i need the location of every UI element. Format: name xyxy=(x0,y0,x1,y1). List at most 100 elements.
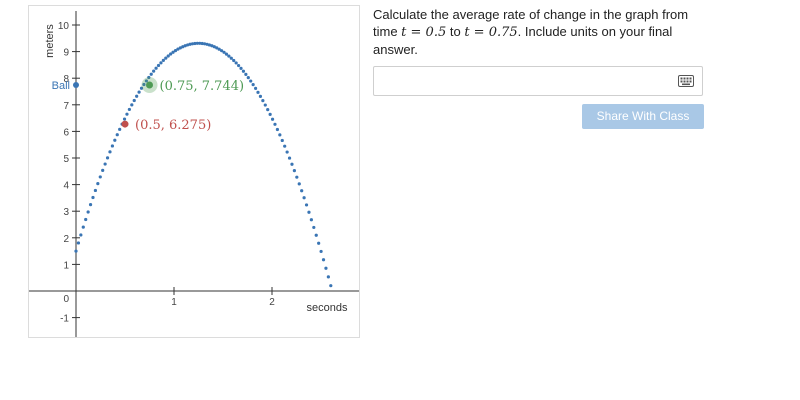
ball-slider-handle xyxy=(73,82,79,89)
curve-dot xyxy=(79,233,83,237)
curve-dot xyxy=(173,49,178,53)
x-axis-label: seconds xyxy=(307,302,348,314)
y-tick-label: 7 xyxy=(63,101,69,112)
curve-dot xyxy=(253,86,258,90)
curve-dot xyxy=(190,42,195,46)
curve-dot xyxy=(287,156,292,160)
curve-dot xyxy=(270,117,275,121)
curve-dot xyxy=(215,46,219,50)
answer-input[interactable] xyxy=(373,66,703,96)
curve-dot xyxy=(263,103,267,107)
curve-dot xyxy=(154,66,158,70)
curve-dot xyxy=(132,98,136,103)
curve-dot xyxy=(125,112,129,116)
curve-dot xyxy=(171,50,175,54)
curve-dot xyxy=(278,133,282,137)
curve-dot xyxy=(122,117,127,121)
curve-dot xyxy=(88,203,93,207)
curve-dot xyxy=(309,218,313,222)
curve-dot xyxy=(261,99,265,103)
curve-dot xyxy=(115,133,119,137)
curve-dot xyxy=(321,258,326,262)
curve-dot xyxy=(292,169,296,173)
curve-dot xyxy=(314,233,318,237)
question-text-1: Calculate the average rate of change in … xyxy=(373,7,689,39)
x-tick-label: 1 xyxy=(171,297,177,308)
curve-dot xyxy=(244,72,248,76)
curve-dot xyxy=(169,52,173,56)
curve-dot xyxy=(178,46,182,50)
y-tick-label: 5 xyxy=(63,154,69,165)
curve-dot xyxy=(266,108,270,112)
keyboard-icon[interactable] xyxy=(674,72,698,90)
curve-dot xyxy=(149,72,153,76)
curve-dot xyxy=(93,188,98,193)
curve-dot xyxy=(273,122,277,126)
curve-dot xyxy=(81,225,85,229)
curve-dot xyxy=(205,42,209,46)
curve-dot xyxy=(300,189,304,193)
curve-dot xyxy=(312,225,316,230)
curve-dot xyxy=(297,182,301,186)
curve-dot xyxy=(224,52,229,56)
curve-dot xyxy=(118,127,122,131)
y-tick-label: 6 xyxy=(63,127,69,138)
point-a xyxy=(121,120,129,128)
curve-dot xyxy=(326,275,330,279)
curve-dot xyxy=(113,138,117,142)
y-tick-label: 10 xyxy=(58,21,70,32)
point-b xyxy=(146,81,153,89)
curve-dot xyxy=(144,79,148,83)
curve-dot xyxy=(304,203,309,207)
curve-dot xyxy=(222,50,226,54)
curve-dot xyxy=(139,86,144,90)
curve-dot xyxy=(127,107,131,112)
curve-dot xyxy=(103,162,107,166)
curve-dot xyxy=(186,43,190,47)
curve-dot xyxy=(234,61,238,65)
curve-dot xyxy=(285,150,289,154)
curve-dot xyxy=(239,66,243,70)
curve-dot xyxy=(176,47,180,51)
question-text-3: . Include units on your final answer. xyxy=(373,24,673,57)
curve-dot xyxy=(203,42,207,46)
curve-dot xyxy=(217,47,221,51)
y-tick-label: 1 xyxy=(63,260,69,271)
curve-dot xyxy=(319,249,323,254)
curve-dot xyxy=(159,61,163,65)
question-text-2: to xyxy=(446,24,465,39)
share-with-class-button[interactable]: Share With Class xyxy=(582,104,704,129)
graph-panel: 10 9 8 7 6 5 4 3 2 1 0 -1 1 2 meters seconds Ball (0.5, 6… xyxy=(28,5,360,338)
y-tick-label: 8 xyxy=(63,74,69,85)
curve-dot xyxy=(181,45,185,49)
curve-dot xyxy=(84,217,88,222)
curve-dot xyxy=(164,56,168,60)
curve-dot xyxy=(227,54,231,58)
curve-dot xyxy=(188,42,192,46)
question-prompt: Calculate the average rate of change in … xyxy=(373,6,713,58)
curve-dot xyxy=(329,284,333,288)
curve-dot xyxy=(105,156,110,160)
y-tick-label: 0 xyxy=(63,294,69,305)
curve-dot xyxy=(236,63,241,68)
curve-dot xyxy=(212,45,216,49)
curve-dot xyxy=(249,79,253,83)
curve-dot xyxy=(76,241,81,245)
curve-dot xyxy=(258,94,263,98)
curve-dot xyxy=(307,210,311,214)
time-start-expression: t = 0.5 xyxy=(401,25,447,40)
curve-dot xyxy=(137,90,141,94)
curve-dot xyxy=(166,54,170,58)
curve-dot xyxy=(220,49,224,53)
curve-dot xyxy=(96,182,100,186)
curve-dot xyxy=(108,150,112,154)
curve-dot xyxy=(302,196,306,200)
curve-dot xyxy=(161,58,165,62)
time-end-expression: t = 0.75 xyxy=(464,25,518,40)
x-tick-label: 2 xyxy=(269,297,275,308)
y-tick-label: 3 xyxy=(63,207,69,218)
point-a-label: (0.5, 6.275) xyxy=(135,118,211,133)
curve-dot xyxy=(193,41,197,46)
curve-dot xyxy=(91,195,95,200)
